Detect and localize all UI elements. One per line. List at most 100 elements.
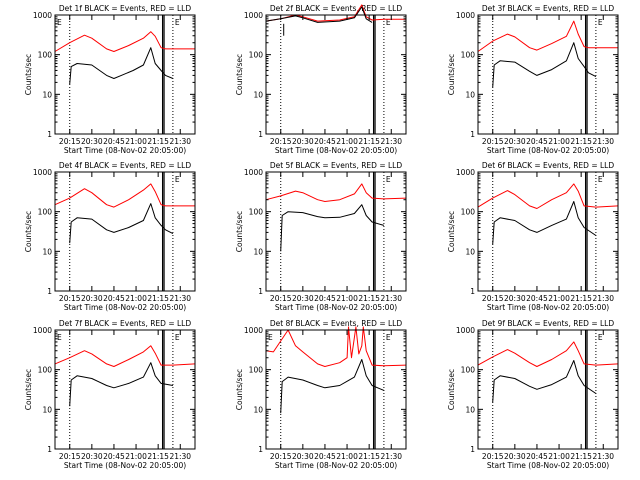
panel-det-2: Det 2f BLACK = Events, RED = LLD E 1 10 100 1… [235, 4, 407, 155]
y-axis-label: Counts/sec [447, 54, 456, 95]
events-series-line [280, 204, 385, 252]
y-axis-label: Counts/sec [235, 54, 244, 95]
y-axis-label: Counts/sec [24, 211, 33, 252]
y-tick-label: 100 [38, 208, 53, 217]
x-axis-label: Start Time (08-Nov-02 20:05:00) [64, 461, 186, 470]
x-axis-label: Start Time (08-Nov-02 20:05:00) [487, 303, 609, 312]
y-axis-label: Counts/sec [24, 369, 33, 410]
e-marker-label: E [175, 333, 180, 342]
events-series-line [265, 6, 373, 23]
y-tick-label: 1 [258, 287, 263, 296]
x-tick-label: 20:30 [81, 452, 103, 461]
x-tick-label: 21:15 [570, 294, 592, 303]
x-tick-label: 20:45 [103, 294, 125, 303]
y-tick-label: 1000 [33, 326, 52, 335]
lld-series-line [54, 31, 195, 52]
x-tick-label: 20:15 [482, 294, 504, 303]
plot-frame [265, 171, 407, 292]
e-marker-label: E [268, 333, 273, 342]
y-axis-label: Counts/sec [235, 211, 244, 252]
x-tick-label: 20:45 [314, 137, 336, 146]
events-series-line [492, 201, 597, 245]
y-tick-label: 1 [258, 130, 263, 139]
x-tick-label: 21:15 [358, 294, 380, 303]
y-axis-label: Counts/sec [447, 211, 456, 252]
y-tick-label: 1000 [456, 326, 475, 335]
x-tick-label: 21:15 [570, 137, 592, 146]
y-tick-label: 10 [465, 90, 475, 99]
x-tick-label: 20:15 [59, 137, 81, 146]
e-marker-label: E [386, 175, 391, 184]
x-tick-label: 21:00 [125, 452, 147, 461]
y-tick-label: 100 [461, 51, 476, 60]
x-tick-label: 21:00 [548, 452, 570, 461]
x-tick-label: 21:30 [169, 294, 191, 303]
y-tick-label: 100 [249, 366, 264, 375]
lld-series-line [54, 183, 195, 208]
plot-frame [54, 329, 196, 450]
x-tick-label: 21:15 [147, 294, 169, 303]
y-tick-label: 10 [42, 90, 52, 99]
x-tick-label: 21:00 [548, 294, 570, 303]
x-axis-label: Start Time (08-Nov-02 20:05:00) [275, 303, 397, 312]
y-tick-label: 1000 [244, 11, 263, 20]
x-tick-label: 21:15 [358, 452, 380, 461]
x-tick-label: 21:30 [592, 452, 614, 461]
events-series-line [69, 203, 174, 244]
events-series-line [280, 359, 385, 414]
plot-frame [477, 329, 619, 450]
panel-det-6: Det 6f BLACK = Events, RED = LLD E 1 10 100 1… [447, 161, 619, 312]
x-tick-label: 20:30 [292, 294, 314, 303]
panel-det-9: Det 9f BLACK = Events, RED = LLD E 1 10 100 1… [447, 319, 619, 470]
lld-series-line [477, 20, 618, 52]
y-tick-label: 10 [42, 247, 52, 256]
x-tick-label: 20:30 [504, 137, 526, 146]
y-axis-label: Counts/sec [447, 369, 456, 410]
y-tick-label: 1 [470, 130, 475, 139]
panel-det-3: Det 3f BLACK = Events, RED = LLD E 1 10 100 1… [447, 4, 619, 155]
panel-title: Det 5f BLACK = Events, RED = LLD [270, 161, 403, 170]
y-tick-label: 1000 [244, 326, 263, 335]
events-series-line [492, 42, 597, 88]
y-tick-label: 1 [470, 445, 475, 454]
x-tick-label: 20:45 [526, 452, 548, 461]
y-tick-label: 10 [465, 247, 475, 256]
plot-frame [477, 14, 619, 135]
panel-title: Det 1f BLACK = Events, RED = LLD [59, 4, 192, 13]
y-tick-label: 100 [461, 208, 476, 217]
e-marker-label: E [598, 175, 603, 184]
x-tick-label: 20:45 [314, 452, 336, 461]
y-tick-label: 100 [38, 366, 53, 375]
y-tick-label: 10 [253, 247, 263, 256]
x-tick-label: 21:00 [125, 137, 147, 146]
x-axis-label: Start Time (08-Nov-02 20:05:00) [64, 146, 186, 155]
panel-det-8: Det 8f BLACK = Events, RED = LLD E E 1 10 100… [235, 319, 407, 470]
events-series-line [492, 360, 597, 403]
x-tick-label: 20:30 [81, 137, 103, 146]
y-tick-label: 100 [249, 208, 264, 217]
x-tick-label: 21:00 [125, 294, 147, 303]
panel-det-7: Det 7f BLACK = Events, RED = LLD E E 1 10 100… [24, 319, 196, 470]
x-tick-label: 21:15 [570, 452, 592, 461]
x-tick-label: 21:30 [380, 137, 402, 146]
panel-title: Det 4f BLACK = Events, RED = LLD [59, 161, 192, 170]
x-tick-label: 20:45 [103, 137, 125, 146]
x-tick-label: 21:30 [380, 294, 402, 303]
y-axis-label: Counts/sec [24, 54, 33, 95]
y-tick-label: 1000 [33, 11, 52, 20]
e-marker-label: E [57, 333, 62, 342]
x-tick-label: 20:45 [314, 294, 336, 303]
lld-series-line [265, 326, 407, 367]
e-marker-label: E [175, 18, 180, 27]
plot-frame [54, 14, 196, 135]
y-tick-label: 1000 [456, 168, 475, 177]
y-tick-label: 1000 [33, 168, 52, 177]
x-tick-label: 21:00 [336, 294, 358, 303]
x-axis-label: Start Time (08-Nov-02 20:05:00) [487, 146, 609, 155]
x-tick-label: 20:15 [270, 294, 292, 303]
x-tick-label: 20:15 [59, 294, 81, 303]
lld-series-line [265, 183, 407, 202]
y-tick-label: 1 [47, 445, 52, 454]
plot-frame [54, 171, 196, 292]
